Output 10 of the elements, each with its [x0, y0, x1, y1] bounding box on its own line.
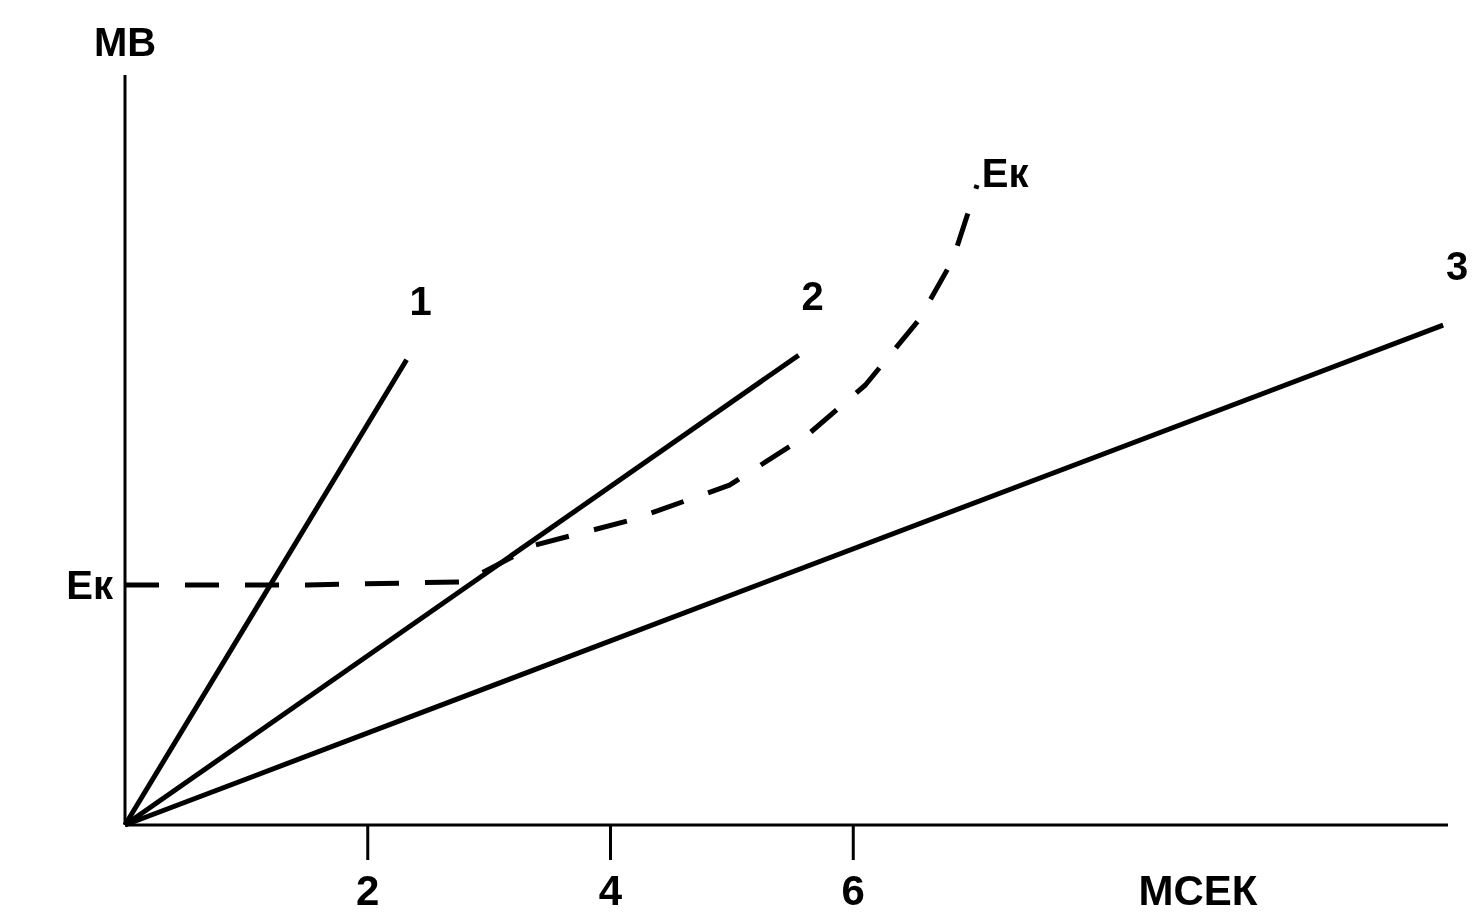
x-tick-label: 6	[841, 867, 865, 914]
x-tick-label: 2	[356, 867, 380, 914]
series-label: Ек	[981, 151, 1030, 195]
y-axis-title: МВ	[93, 20, 157, 64]
annotation: Ек	[66, 563, 114, 607]
series-label: 2	[801, 274, 824, 319]
x-axis-title: МСЕК	[1138, 867, 1258, 914]
x-tick-label: 4	[598, 867, 623, 914]
series-label: 1	[409, 278, 432, 323]
series-label: 3	[1446, 244, 1469, 289]
